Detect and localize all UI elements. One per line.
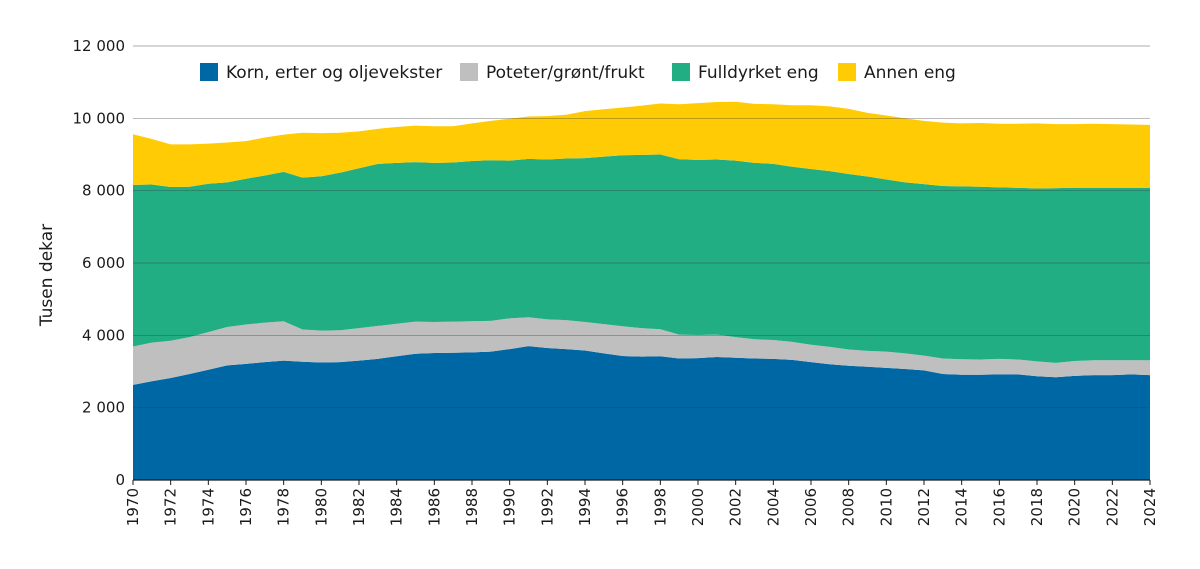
y-tick-label: 6 000	[82, 254, 125, 272]
legend-item-2: Poteter/grønt/frukt	[460, 63, 645, 83]
x-tick-label: 2016	[990, 488, 1008, 526]
x-tick-label: 2022	[1103, 488, 1121, 526]
legend: Korn, erter og oljevekster Poteter/grønt/…	[200, 63, 956, 83]
x-tick-label: 2008	[840, 488, 858, 526]
y-tick-label: 2 000	[82, 399, 125, 417]
area-series-1	[133, 346, 1150, 480]
y-tick-label: 0	[115, 471, 125, 489]
legend-item-4: Annen eng	[838, 63, 956, 83]
x-tick-label: 2006	[802, 488, 820, 526]
x-tick-label: 1988	[463, 488, 481, 526]
x-tick-label: 2020	[1066, 488, 1084, 526]
legend-label: Annen eng	[864, 63, 956, 83]
x-tick-label: 1978	[275, 488, 293, 526]
x-tick-label: 1998	[651, 488, 669, 526]
legend-label: Fulldyrket eng	[698, 63, 819, 83]
x-tick-label: 1992	[538, 488, 556, 526]
y-axis-label: Tusen dekar	[37, 224, 57, 327]
legend-swatch	[200, 63, 218, 81]
legend-swatch	[672, 63, 690, 81]
x-tick-label: 1982	[350, 488, 368, 526]
x-tick-label: 1980	[312, 488, 330, 526]
x-tick-label: 2010	[877, 488, 895, 526]
y-gridlines	[133, 45, 1150, 409]
x-tick-label: 2012	[915, 488, 933, 526]
legend-item-1: Korn, erter og oljevekster	[200, 63, 442, 83]
x-tick-label: 1970	[124, 488, 142, 526]
x-tick-label: 1990	[501, 488, 519, 526]
x-tick-label: 1994	[576, 488, 594, 526]
x-tick-label: 1974	[199, 488, 217, 526]
x-tick-label: 1986	[425, 488, 443, 526]
area-series-2	[133, 317, 1150, 385]
legend-item-3: Fulldyrket eng	[672, 63, 819, 83]
y-tick-label: 12 000	[73, 37, 126, 55]
area-series-4	[133, 101, 1150, 189]
area-series-3	[133, 154, 1150, 363]
stacked-areas	[133, 101, 1150, 480]
x-tick-label: 1972	[162, 488, 180, 526]
y-tick-label: 4 000	[82, 326, 125, 344]
x-tick-label: 1976	[237, 488, 255, 526]
x-tick-label: 1984	[388, 488, 406, 526]
x-tick-label: 1996	[614, 488, 632, 526]
x-tick-label: 2024	[1141, 488, 1159, 526]
x-tick-labels: 1970 1972 1974 1976 1978 1980 1982 1984 1986 1988…	[124, 480, 1159, 526]
legend-swatch	[838, 63, 856, 81]
x-tick-label: 2018	[1028, 488, 1046, 526]
legend-swatch	[460, 63, 478, 81]
y-tick-labels: 0 2 000 4 000 6 000 8 000 10 000 12 000	[73, 37, 126, 489]
legend-label: Poteter/grønt/frukt	[486, 63, 645, 83]
legend-label: Korn, erter og oljevekster	[226, 63, 442, 83]
x-tick-label: 2014	[953, 488, 971, 526]
y-tick-label: 10 000	[73, 109, 126, 127]
x-tick-label: 2002	[727, 488, 745, 526]
y-tick-label: 8 000	[82, 182, 125, 200]
x-tick-label: 2004	[764, 488, 782, 526]
x-tick-label: 2000	[689, 488, 707, 526]
